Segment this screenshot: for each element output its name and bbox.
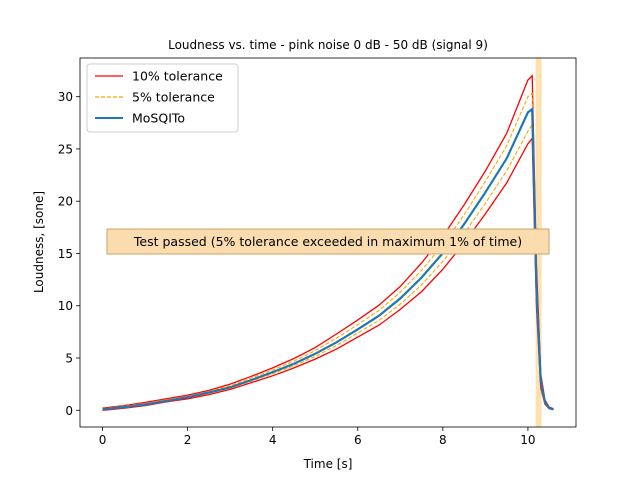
legend-frame [86, 63, 239, 133]
x-axis-label: Time [s] [303, 457, 353, 471]
legend-label-mosqito: MoSQITo [132, 111, 185, 126]
y-tick-label: 20 [58, 195, 73, 209]
y-tick-label: 10 [58, 299, 73, 313]
x-tick-label: 2 [184, 433, 192, 447]
annotation-box: Test passed (5% tolerance exceeded in ma… [106, 228, 550, 255]
legend-label-10pct: 10% tolerance [132, 69, 223, 84]
y-tick-label: 25 [58, 142, 73, 156]
y-tick-label: 15 [58, 247, 73, 261]
annotation-background [106, 228, 550, 255]
y-tick-label: 0 [65, 404, 73, 418]
annotation-text: Test passed (5% tolerance exceeded in ma… [133, 234, 522, 249]
y-axis-label: Loudness, [sone] [32, 191, 46, 293]
y-tick-label: 5 [65, 352, 73, 366]
x-tick-label: 10 [520, 433, 535, 447]
x-axis: 0 2 4 6 8 10 [99, 427, 536, 447]
chart-title: Loudness vs. time - pink noise 0 dB - 50… [168, 38, 488, 52]
plot-border [79, 57, 577, 428]
x-tick-label: 8 [439, 433, 447, 447]
x-tick-label: 6 [354, 433, 362, 447]
legend: 10% tolerance 5% tolerance MoSQITo [86, 63, 239, 133]
y-tick-label: 30 [58, 90, 73, 104]
x-tick-label: 4 [269, 433, 277, 447]
x-tick-label: 0 [99, 433, 107, 447]
y-axis: 0 5 10 15 20 25 30 [58, 90, 80, 418]
series-2 [102, 107, 554, 411]
series-2-line [102, 107, 554, 411]
legend-label-5pct: 5% tolerance [132, 90, 215, 105]
